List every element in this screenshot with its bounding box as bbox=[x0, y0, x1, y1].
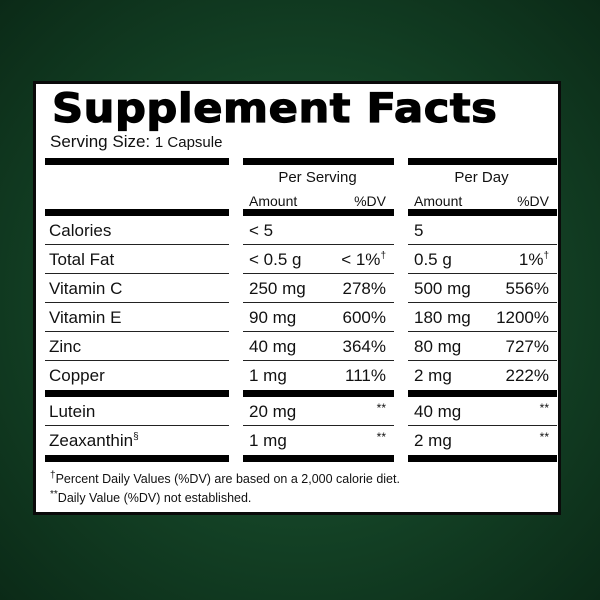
dv-header: %DV bbox=[354, 193, 386, 209]
dv-value: 278% bbox=[342, 279, 386, 298]
nutrient-name: Lutein bbox=[45, 397, 229, 426]
nutrient-row: Vitamin E 90 mg 600% 180 mg 1200% bbox=[45, 303, 557, 332]
dv-value: 1%† bbox=[518, 250, 549, 269]
amount-value: 5 bbox=[414, 221, 424, 240]
supplement-facts-panel: Supplement Facts Serving Size: 1 Capsule… bbox=[33, 81, 561, 515]
amount-value: 1 mg bbox=[249, 366, 287, 385]
nutrient-name: Vitamin E bbox=[45, 303, 229, 332]
nutrient-name: Calories bbox=[45, 216, 229, 245]
nutrient-name: Zeaxanthin§ bbox=[49, 431, 139, 450]
amount-value: 2 mg bbox=[414, 366, 452, 385]
dv-value: ** bbox=[539, 401, 549, 415]
footnote-ne-text: Daily Value (%DV) not established. bbox=[57, 491, 252, 505]
dagger-mark: † bbox=[543, 250, 549, 262]
dv-value: ** bbox=[376, 430, 386, 444]
amount-value: 1 mg bbox=[249, 431, 287, 450]
serving-size-value: 1 Capsule bbox=[154, 134, 223, 151]
serving-size: Serving Size: 1 Capsule bbox=[50, 132, 222, 152]
dv-value: ** bbox=[539, 430, 549, 444]
nutrient-row: Zeaxanthin§ 1 mg ** 2 mg ** bbox=[45, 426, 557, 455]
dv-value: 556% bbox=[505, 279, 549, 298]
nutrient-row: Copper 1 mg 111% 2 mg 222% bbox=[45, 361, 557, 390]
serving-size-label: Serving Size: bbox=[50, 132, 151, 151]
amount-value: 2 mg bbox=[414, 431, 452, 450]
dv-value: ** bbox=[376, 401, 386, 415]
nutrient-name: Total Fat bbox=[45, 245, 229, 274]
amount-value: 250 mg bbox=[249, 279, 306, 298]
footnote-dv: †Percent Daily Values (%DV) are based on… bbox=[50, 469, 400, 486]
dv-value: 1200% bbox=[496, 308, 549, 327]
dv-value: 727% bbox=[505, 337, 549, 356]
footnote-not-established: **Daily Value (%DV) not established. bbox=[50, 488, 252, 505]
nutrient-row: Lutein 20 mg ** 40 mg ** bbox=[45, 397, 557, 426]
nutrient-row: Total Fat < 0.5 g < 1%† 0.5 g 1%† bbox=[45, 245, 557, 274]
per-serving-header: Per Serving bbox=[278, 169, 357, 186]
amount-value: 90 mg bbox=[249, 308, 297, 327]
amount-header: Amount bbox=[414, 193, 463, 209]
dagger-mark: † bbox=[380, 250, 386, 262]
nutrient-name: Copper bbox=[49, 366, 105, 385]
amount-value: < 5 bbox=[249, 221, 274, 240]
amount-value: 80 mg bbox=[414, 337, 462, 356]
footnote-dv-text: Percent Daily Values (%DV) are based on … bbox=[55, 472, 400, 486]
dagger-mark: † bbox=[50, 469, 56, 481]
nutrient-name: Zinc bbox=[45, 332, 229, 361]
nutrient-row: Calories < 5 5 bbox=[45, 216, 557, 245]
amount-value: < 0.5 g bbox=[249, 250, 302, 269]
amount-header: Amount bbox=[249, 193, 298, 209]
dv-value: 600% bbox=[342, 308, 386, 327]
nutrient-row: Vitamin C 250 mg 278% 500 mg 556% bbox=[45, 274, 557, 303]
amount-value: 0.5 g bbox=[414, 250, 452, 269]
amount-value: 180 mg bbox=[414, 308, 471, 327]
panel-title: Supplement Facts bbox=[51, 85, 498, 132]
facts-table: Per Serving Amount %DV Per Day Amount %DV … bbox=[45, 158, 557, 462]
double-asterisk-mark: ** bbox=[50, 488, 58, 500]
dv-value: 222% bbox=[505, 366, 549, 385]
divider-thick bbox=[45, 455, 557, 462]
divider-thick bbox=[45, 209, 557, 216]
amount-value: 40 mg bbox=[249, 337, 297, 356]
dv-value: 364% bbox=[342, 337, 386, 356]
divider-thick bbox=[45, 158, 557, 165]
dv-value: < 1%† bbox=[341, 250, 386, 269]
column-header: Per Serving Amount %DV Per Day Amount %DV bbox=[45, 165, 557, 209]
dv-value: 111% bbox=[345, 366, 386, 385]
nutrient-name: Vitamin C bbox=[45, 274, 229, 303]
nutrient-row: Zinc 40 mg 364% 80 mg 727% bbox=[45, 332, 557, 361]
section-mark: § bbox=[133, 431, 139, 443]
divider-thick bbox=[45, 390, 557, 397]
amount-value: 40 mg bbox=[414, 402, 462, 421]
per-day-header: Per Day bbox=[454, 169, 509, 186]
dv-header: %DV bbox=[517, 193, 549, 209]
amount-value: 500 mg bbox=[414, 279, 471, 298]
amount-value: 20 mg bbox=[249, 402, 297, 421]
